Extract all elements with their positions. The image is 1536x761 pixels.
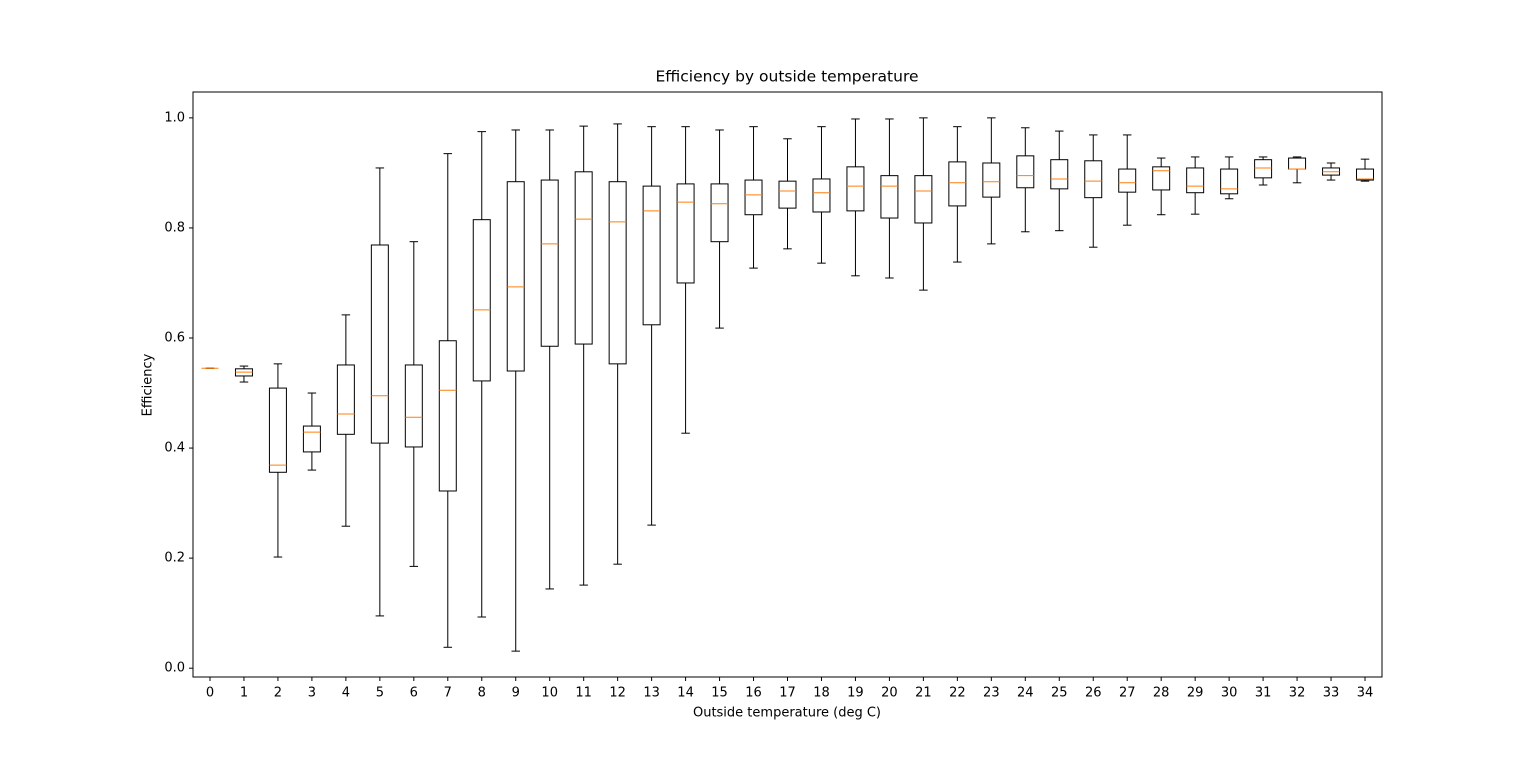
x-tick-label: 14	[677, 686, 694, 701]
x-tick-label: 32	[1289, 686, 1306, 701]
x-tick-label: 24	[1017, 686, 1034, 701]
box	[540, 179, 559, 347]
box	[1254, 159, 1273, 179]
x-tick-label: 10	[541, 686, 558, 701]
box	[268, 387, 287, 473]
y-tick-label: 0.4	[164, 441, 185, 456]
y-tick-label: 1.0	[164, 110, 185, 125]
x-tick-label: 34	[1357, 686, 1374, 701]
box	[744, 179, 763, 216]
box	[1186, 167, 1205, 194]
x-tick-label: 26	[1085, 686, 1102, 701]
x-tick-label: 13	[643, 686, 660, 701]
box	[710, 183, 729, 243]
x-tick-label: 19	[847, 686, 864, 701]
box	[302, 425, 321, 453]
x-tick-label: 2	[274, 686, 282, 701]
x-tick-label: 5	[376, 686, 384, 701]
x-tick-label: 31	[1255, 686, 1272, 701]
x-tick-label: 7	[444, 686, 452, 701]
x-tick-label: 4	[342, 686, 350, 701]
chart-title: Efficiency by outside temperature	[655, 68, 918, 86]
box	[574, 171, 593, 345]
x-tick-label: 16	[745, 686, 762, 701]
x-tick-label: 29	[1187, 686, 1204, 701]
box	[948, 161, 967, 207]
box	[676, 183, 695, 284]
box	[1016, 155, 1035, 189]
x-tick-label: 20	[881, 686, 898, 701]
x-tick-label: 6	[410, 686, 418, 701]
y-axis-label: Efficiency	[141, 353, 156, 416]
x-tick-label: 27	[1119, 686, 1136, 701]
box	[472, 219, 491, 382]
box	[1084, 160, 1103, 199]
box	[506, 181, 525, 372]
x-tick-label: 8	[478, 686, 486, 701]
x-tick-label: 12	[609, 686, 626, 701]
x-tick-label: 0	[206, 686, 214, 701]
y-tick-label: 0.0	[164, 661, 185, 676]
box	[642, 185, 661, 326]
x-tick-label: 18	[813, 686, 830, 701]
box	[1220, 168, 1239, 195]
x-axis-label: Outside temperature (deg C)	[693, 706, 881, 721]
x-tick-label: 25	[1051, 686, 1068, 701]
x-tick-label: 9	[512, 686, 520, 701]
box	[1288, 157, 1307, 170]
box	[846, 166, 865, 212]
box	[982, 162, 1001, 198]
y-tick-label: 0.8	[164, 220, 185, 235]
box	[1050, 159, 1069, 190]
box	[336, 364, 355, 435]
box	[1118, 168, 1137, 193]
box	[1356, 168, 1375, 181]
x-tick-label: 3	[308, 686, 316, 701]
box	[880, 175, 899, 219]
y-tick-label: 0.6	[164, 330, 185, 345]
box	[438, 340, 457, 492]
box	[914, 175, 933, 224]
box	[404, 364, 423, 448]
box	[812, 178, 831, 213]
box	[778, 180, 797, 209]
box	[370, 244, 389, 444]
x-tick-label: 17	[779, 686, 796, 701]
box	[1152, 166, 1171, 191]
x-tick-label: 15	[711, 686, 728, 701]
x-tick-label: 33	[1323, 686, 1340, 701]
x-tick-label: 11	[575, 686, 592, 701]
box	[608, 181, 627, 365]
x-tick-label: 21	[915, 686, 932, 701]
x-tick-label: 1	[240, 686, 248, 701]
x-tick-label: 22	[949, 686, 966, 701]
x-tick-label: 23	[983, 686, 1000, 701]
x-tick-label: 30	[1221, 686, 1238, 701]
y-tick-label: 0.2	[164, 551, 185, 566]
x-tick-label: 28	[1153, 686, 1170, 701]
